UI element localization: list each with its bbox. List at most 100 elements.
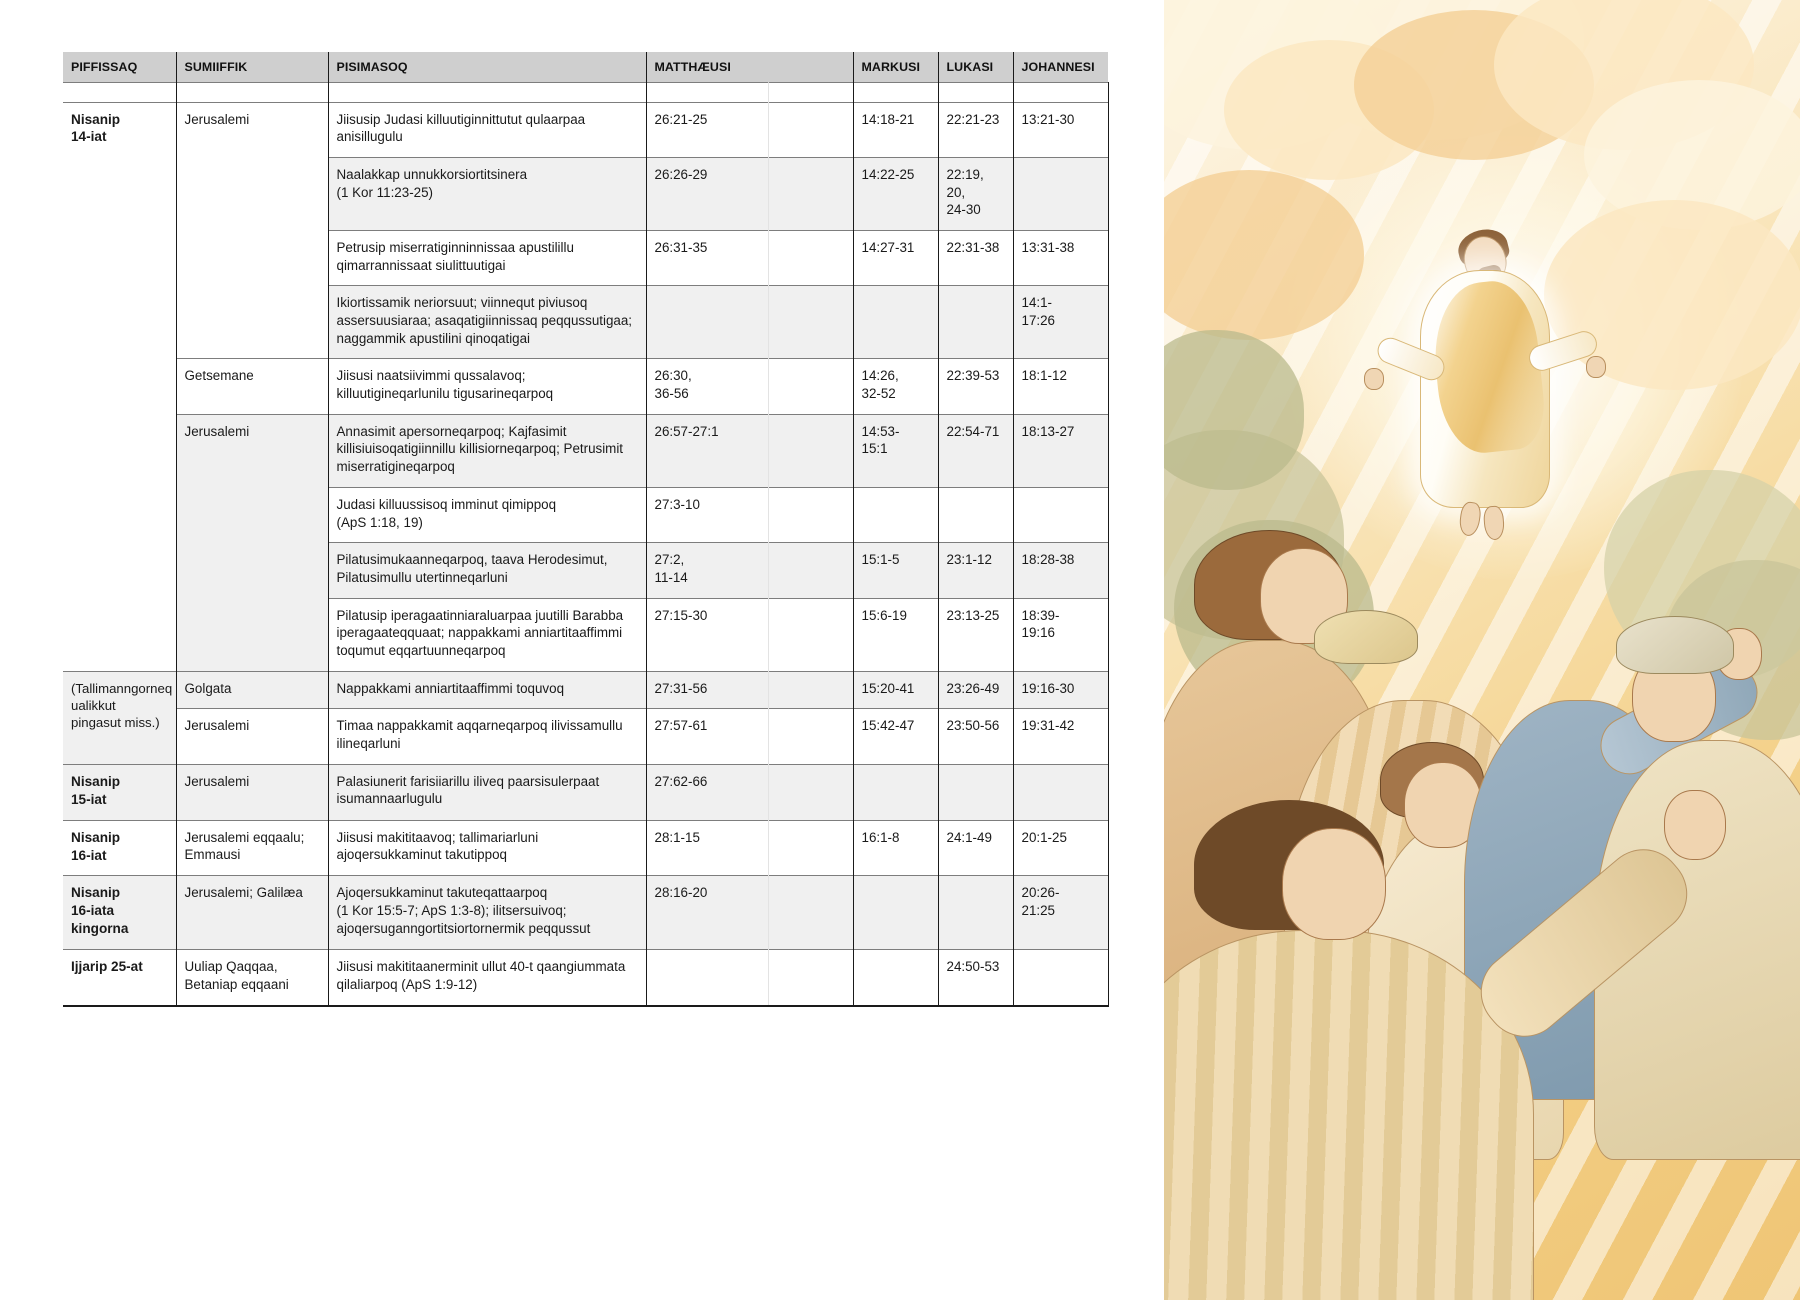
cell-johannesi: 18:1-12: [1012, 358, 1109, 415]
cell-matthaeusi: 27:62-66: [645, 763, 768, 821]
cell-pisimasoq: Jiisusip Judasi killuutiginnittutut qula…: [327, 101, 646, 158]
cell-lukasi: [937, 486, 1013, 543]
cell-johannesi: 20:26- 21:25: [1012, 875, 1109, 950]
header-spacer-row: [63, 81, 1109, 102]
jesus-right-hand: [1586, 356, 1606, 378]
cell-pisimasoq: Judasi killuussisoq imminut qimippoq (Ap…: [327, 486, 646, 543]
table-header: PIFFISSAQ SUMIIFFIK PISIMASOQ MATTHÆUSI …: [63, 52, 1108, 82]
table-row: Petrusip miserratiginninnissaa apustilil…: [63, 229, 1109, 286]
cell-matthaeusi-cont: [767, 949, 853, 1007]
cell-markusi: 16:1-8: [852, 819, 938, 876]
cell-lukasi: [937, 763, 1013, 821]
cell-sumiiffik: Uuliap Qaqqaa, Betaniap eqqaani: [175, 949, 328, 1007]
cell-matthaeusi-cont: [767, 875, 853, 950]
column-header-markusi: MARKUSI: [852, 52, 938, 82]
cell-piffissaq: Ijjarip 25-at: [63, 949, 176, 1007]
table-row: Nisanip 14-iat Jerusalemi Jiisusip Judasi …: [63, 101, 1109, 672]
cell-pisimasoq: Ikiortissamik neriorsuut; viinnequt pivi…: [327, 285, 646, 359]
cell-johannesi: 14:1- 17:26: [1012, 285, 1109, 359]
cell-matthaeusi: 26:30, 36-56: [645, 358, 768, 415]
cell-piffissaq: Nisanip 16-iat: [63, 819, 176, 876]
cell-markusi: [852, 763, 938, 821]
column-header-pisimasoq: PISIMASOQ: [327, 52, 646, 82]
cell-matthaeusi-cont: [767, 285, 853, 359]
cell-pisimasoq: Jiisusi naatsiivimmi qussalavoq; killuut…: [327, 358, 646, 415]
cell-matthaeusi-cont: [767, 670, 853, 709]
cell-lukasi: 22:31-38: [937, 229, 1013, 286]
cell-johannesi: 19:31-42: [1012, 708, 1109, 765]
cell-lukasi: [937, 285, 1013, 359]
table-row: Nisanip 16-iat Jerusalemi eqqaalu; Emmaus…: [63, 819, 1109, 876]
cell-matthaeusi: 26:26-29: [645, 156, 768, 231]
illustration-clouds: [1164, 0, 1800, 1300]
table-body: Nisanip 14-iat Jerusalemi Jiisusip Judasi …: [63, 81, 1109, 1007]
cell-pisimasoq: Palasiunerit farisiiarillu iliveq paarsi…: [327, 763, 646, 821]
cell-matthaeusi: [645, 285, 768, 359]
cell-matthaeusi-cont: [767, 819, 853, 876]
cell-sumiiffik: Jerusalemi: [175, 413, 328, 672]
cell-matthaeusi: 28:1-15: [645, 819, 768, 876]
cell-lukasi: 23:50-56: [937, 708, 1013, 765]
table-row: Getsemane Jiisusi naatsiivimmi qussalavoq…: [63, 358, 1109, 415]
cell-sumiiffik: Jerusalemi: [175, 708, 328, 765]
cell-johannesi: 18:28-38: [1012, 542, 1109, 599]
cell-johannesi: 20:1-25: [1012, 819, 1109, 876]
cell-matthaeusi: 27:2, 11-14: [645, 542, 768, 599]
cell-markusi: 14:26, 32-52: [852, 358, 938, 415]
disciples-group: [1164, 0, 1800, 1300]
cell-matthaeusi-cont: [767, 358, 853, 415]
cell-johannesi: 19:16-30: [1012, 670, 1109, 709]
table-row: Ikiortissamik neriorsuut; viinnequt pivi…: [63, 285, 1109, 359]
table-row: Judasi killuussisoq imminut qimippoq (Ap…: [63, 486, 1109, 543]
cell-markusi: 15:1-5: [852, 542, 938, 599]
cell-lukasi: 22:39-53: [937, 358, 1013, 415]
cell-piffissaq: Nisanip 16-iata kingorna: [63, 875, 176, 950]
gospel-harmony-table: PIFFISSAQ SUMIIFFIK PISIMASOQ MATTHÆUSI …: [63, 52, 1109, 1007]
cell-johannesi: [1012, 486, 1109, 543]
cell-matthaeusi: [645, 949, 768, 1007]
table-row: (Tallimanngorneq ualikkut pingasut miss.…: [63, 670, 1109, 765]
cell-matthaeusi: 28:16-20: [645, 875, 768, 950]
cell-sumiiffik: Getsemane: [175, 358, 328, 415]
cell-sumiiffik: Golgata: [175, 670, 328, 709]
column-header-piffissaq: PIFFISSAQ: [63, 52, 176, 82]
cell-markusi: 14:53- 15:1: [852, 413, 938, 488]
cell-lukasi: 23:26-49: [937, 670, 1013, 709]
cell-markusi: 14:18-21: [852, 101, 938, 158]
table-row: Pilatusimukaanneqarpoq, taava Herodesimu…: [63, 542, 1109, 599]
cell-matthaeusi: 26:31-35: [645, 229, 768, 286]
column-header-matthaeusi: MATTHÆUSI: [645, 52, 768, 82]
cell-matthaeusi-cont: [767, 486, 853, 543]
cell-pisimasoq: Ajoqersukkaminut takuteqattaarpoq (1 Kor…: [327, 875, 646, 950]
cell-matthaeusi-cont: [767, 763, 853, 821]
cell-matthaeusi-cont: [767, 101, 853, 158]
cell-matthaeusi-cont: [767, 708, 853, 765]
cell-sumiiffik: Jerusalemi eqqaalu; Emmausi: [175, 819, 328, 876]
cell-piffissaq: Nisanip 14-iat: [63, 101, 176, 672]
jesus-figure: [1364, 218, 1606, 548]
cell-matthaeusi-cont: [767, 229, 853, 286]
gospel-harmony-table-container: PIFFISSAQ SUMIIFFIK PISIMASOQ MATTHÆUSI …: [63, 52, 1109, 1007]
cell-markusi: [852, 875, 938, 950]
cell-matthaeusi: 26:21-25: [645, 101, 768, 158]
cell-piffissaq: (Tallimanngorneq ualikkut pingasut miss.…: [63, 670, 176, 765]
cell-pisimasoq: Petrusip miserratiginninnissaa apustilil…: [327, 229, 646, 286]
cell-matthaeusi: 27:3-10: [645, 486, 768, 543]
table-row: Pilatusip iperagaatinniaraluarpaa juutil…: [63, 597, 1109, 672]
cell-johannesi: 18:39- 19:16: [1012, 597, 1109, 672]
cell-lukasi: 24:1-49: [937, 819, 1013, 876]
jesus-left-hand: [1364, 368, 1384, 390]
cell-markusi: 14:27-31: [852, 229, 938, 286]
cell-pisimasoq: Pilatusip iperagaatinniaraluarpaa juutil…: [327, 597, 646, 672]
column-header-matthaeusi-cont: [767, 52, 853, 82]
cell-pisimasoq: Timaa nappakkamit aqqarneqarpoq ilivissa…: [327, 708, 646, 765]
cell-piffissaq: Nisanip 15-iat: [63, 763, 176, 821]
table-header-row: PIFFISSAQ SUMIIFFIK PISIMASOQ MATTHÆUSI …: [63, 52, 1108, 82]
cell-sumiiffik: Jerusalemi: [175, 763, 328, 821]
cell-matthaeusi-cont: [767, 413, 853, 488]
column-header-johannesi: JOHANNESI: [1012, 52, 1108, 82]
cell-markusi: [852, 949, 938, 1007]
cell-pisimasoq: Jiisusi makititaavoq; tallimariarluni aj…: [327, 819, 646, 876]
cell-matthaeusi: 27:31-56: [645, 670, 768, 709]
